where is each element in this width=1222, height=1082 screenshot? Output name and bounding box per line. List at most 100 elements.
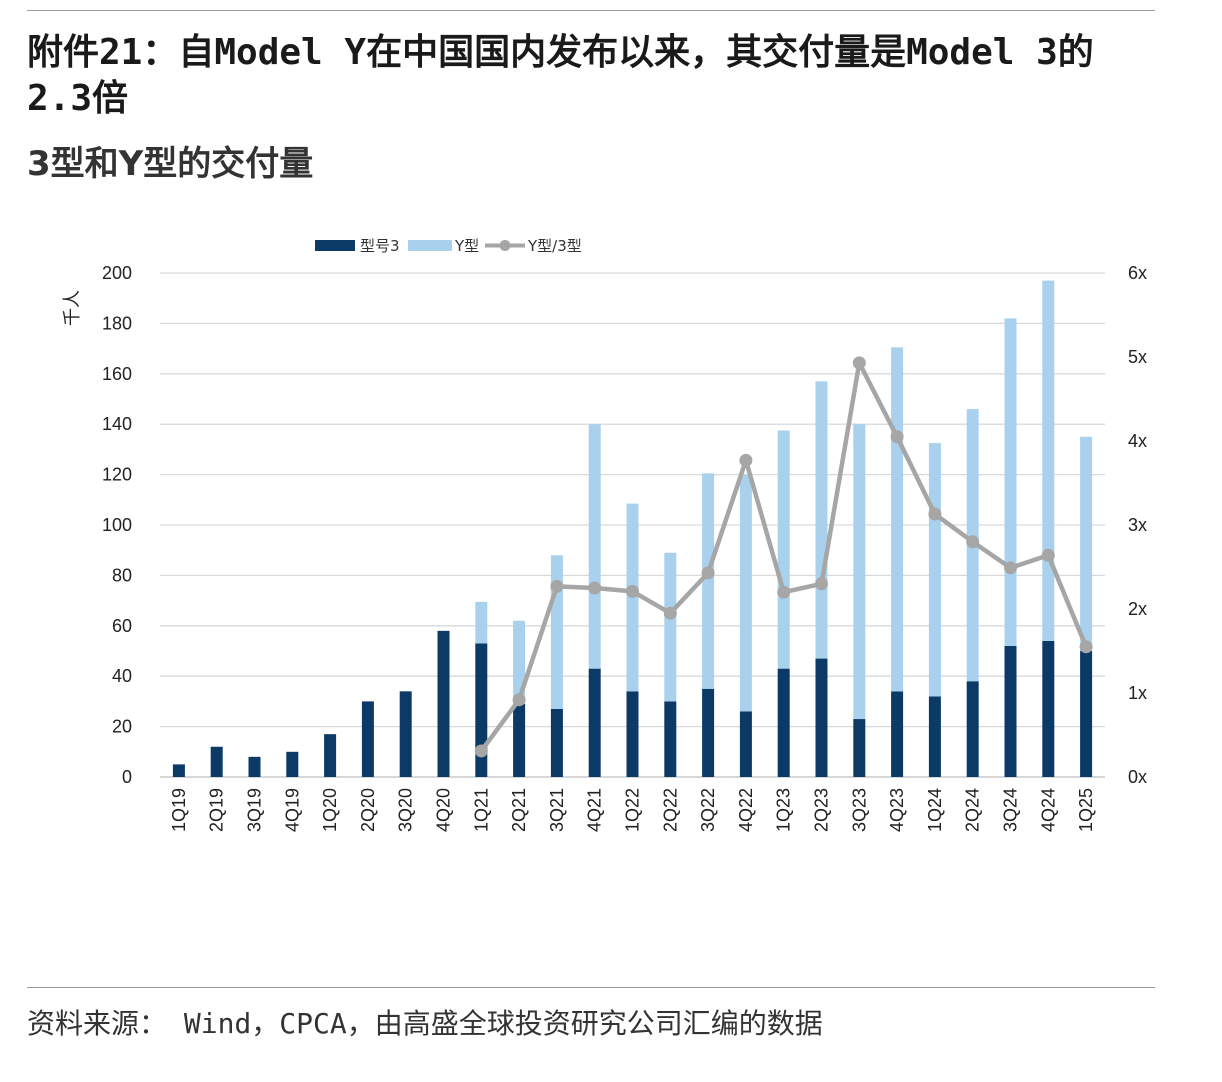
y-axis-right: 0x 1x 2x 3x 4x 5x 6x — [1128, 263, 1147, 787]
x-tick-label: 1Q21 — [471, 788, 491, 832]
x-tick-label: 1Q20 — [320, 788, 340, 832]
ratio-point — [928, 507, 942, 521]
ratio-point — [739, 453, 753, 467]
x-tick-label: 1Q25 — [1076, 788, 1096, 832]
bar-model3 — [248, 756, 261, 777]
bar-model3 — [324, 734, 337, 777]
y-tick-label: 140 — [102, 414, 132, 434]
bar-model3 — [966, 681, 979, 777]
x-tick-label: 3Q19 — [245, 788, 265, 832]
bar-model3 — [815, 658, 828, 777]
bar-modely — [1004, 318, 1017, 646]
ratio-point — [852, 356, 866, 370]
x-tick-label: 3Q20 — [396, 788, 416, 832]
bar-model3 — [1080, 651, 1093, 777]
bar-model3 — [626, 691, 639, 777]
bar-modely — [702, 473, 715, 689]
bar-modely — [928, 443, 941, 697]
x-tick-label: 2Q20 — [358, 788, 378, 832]
bar-model3 — [1042, 640, 1055, 777]
x-tick-label: 1Q19 — [169, 788, 189, 832]
x-tick-label: 4Q22 — [736, 788, 756, 832]
ratio-point — [815, 577, 828, 591]
ratio-point — [966, 535, 980, 549]
legend-swatch-modely — [408, 240, 452, 251]
x-axis: 1Q19 2Q19 3Q19 4Q19 1Q20 2Q20 3Q20 4Q20 1Q21 2Q21… — [169, 788, 1096, 832]
bar-modely — [588, 424, 601, 669]
x-tick-label: 4Q21 — [585, 788, 605, 832]
bar-modely — [891, 347, 904, 692]
y-tick-label: 0 — [122, 767, 132, 787]
bar-model3 — [172, 764, 185, 777]
bar-modely — [853, 424, 866, 720]
bar-model3 — [928, 696, 941, 777]
legend-swatch-model3 — [315, 240, 355, 251]
ratio-point — [890, 430, 904, 444]
ratio-point — [1004, 561, 1017, 575]
ratio-point — [550, 579, 564, 593]
chart-subtitle: 3型和Y型的交付量 — [27, 144, 314, 184]
bar-modely — [777, 430, 790, 669]
legend-label-modely: Y型 — [454, 237, 479, 255]
bar-model3 — [210, 746, 223, 777]
y-tick-label: 160 — [102, 364, 132, 384]
ratio-point — [663, 606, 677, 620]
x-tick-label: 2Q21 — [509, 788, 529, 832]
y-tick-label: 180 — [102, 313, 132, 333]
bar-model3 — [777, 668, 790, 777]
bar-modely — [1080, 436, 1093, 651]
y2-tick-label: 6x — [1128, 263, 1147, 283]
bar-modely — [550, 555, 563, 709]
x-tick-label: 3Q21 — [547, 788, 567, 832]
bar-model3 — [664, 701, 677, 777]
bar-model3 — [702, 688, 715, 777]
bar-model3 — [891, 691, 904, 777]
ratio-point — [626, 584, 639, 598]
ratio-point — [588, 581, 602, 595]
y-tick-label: 60 — [112, 616, 132, 636]
bar-modely — [815, 381, 828, 659]
bar-model3 — [1004, 645, 1017, 777]
x-tick-label: 2Q23 — [812, 788, 832, 832]
top-rule — [27, 10, 1155, 11]
x-tick-label: 4Q24 — [1038, 788, 1058, 832]
bar-modely — [475, 601, 488, 644]
y2-tick-label: 5x — [1128, 347, 1147, 367]
bottom-rule — [27, 987, 1155, 988]
bar-model3 — [399, 691, 412, 777]
x-tick-label: 4Q19 — [282, 788, 302, 832]
bar-modely — [664, 552, 677, 702]
y-tick-label: 100 — [102, 515, 132, 535]
bar-model3 — [853, 719, 866, 777]
x-tick-label: 2Q19 — [207, 788, 227, 832]
bar-model3 — [286, 751, 299, 777]
legend: 型号3 Y型 Y型/3型 — [315, 237, 582, 255]
legend-marker-ratio — [499, 240, 511, 251]
ratio-line — [474, 356, 1093, 758]
ratio-point — [1079, 640, 1093, 654]
y2-tick-label: 3x — [1128, 515, 1147, 535]
y-tick-label: 40 — [112, 666, 132, 686]
y2-tick-label: 2x — [1128, 599, 1147, 619]
y-tick-label: 120 — [102, 465, 132, 485]
bar-modely — [739, 474, 752, 712]
bar-model3 — [588, 668, 601, 777]
ratio-point — [512, 693, 526, 707]
bars — [172, 280, 1093, 777]
x-tick-label: 3Q23 — [849, 788, 869, 832]
x-tick-label: 4Q20 — [434, 788, 454, 832]
x-tick-label: 3Q24 — [1001, 788, 1021, 832]
x-tick-label: 4Q23 — [887, 788, 907, 832]
ratio-point — [777, 585, 791, 599]
y-axis-left: 0 20 40 60 80 100 120 140 160 180 200 — [102, 263, 132, 787]
y2-tick-label: 0x — [1128, 767, 1147, 787]
y-tick-label: 20 — [112, 717, 132, 737]
ratio-point — [1041, 548, 1055, 562]
y2-tick-label: 1x — [1128, 683, 1147, 703]
bar-model3 — [437, 630, 450, 777]
x-tick-label: 1Q22 — [623, 788, 643, 832]
bar-model3 — [739, 711, 752, 777]
source-note: 资料来源： Wind，CPCA，由高盛全球投资研究公司汇编的数据 — [27, 1007, 823, 1040]
bar-model3 — [361, 701, 374, 777]
y2-tick-label: 4x — [1128, 431, 1147, 451]
